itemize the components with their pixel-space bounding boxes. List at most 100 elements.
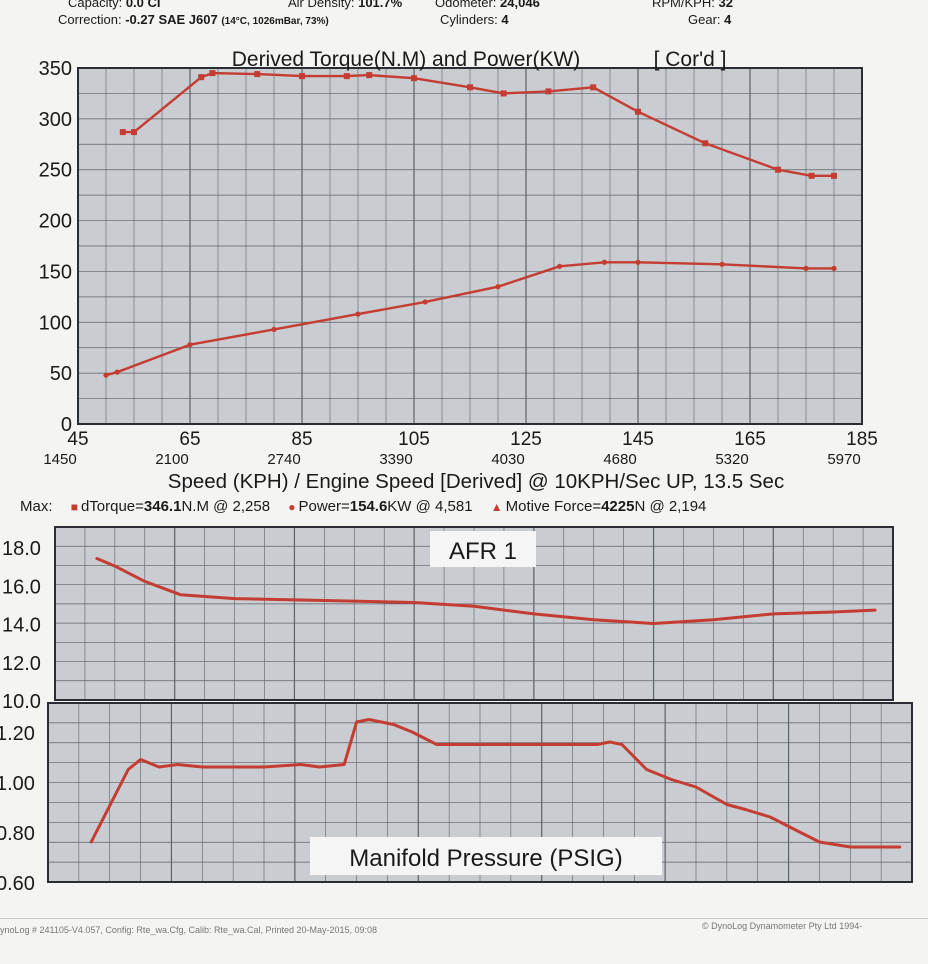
x-tick-label: 165 xyxy=(734,429,766,450)
x-tick-rpm-label: 4680 xyxy=(603,451,636,468)
air-density-label: Air Density: xyxy=(288,0,355,10)
rpm-kph-field: RPM/KPH: 32 xyxy=(652,0,733,10)
x-tick-rpm-label: 2740 xyxy=(267,451,300,468)
afr-series-line xyxy=(95,557,877,625)
power-point xyxy=(495,284,501,290)
rpm-kph-value: 32 xyxy=(718,0,733,10)
x-tick-label: 45 xyxy=(67,429,88,450)
torque-point xyxy=(131,129,137,136)
x-tick-rpm-label: 5970 xyxy=(827,451,860,468)
footer-divider xyxy=(0,918,928,919)
capacity-value: 0.0 CI xyxy=(125,0,161,10)
correction-value: -0.27 SAE J607 xyxy=(125,12,218,27)
gear-label: Gear: xyxy=(688,12,721,27)
rpm-kph-label: RPM/KPH: xyxy=(652,0,715,10)
x-tick-label: 105 xyxy=(398,429,430,450)
power-point xyxy=(422,299,428,305)
x-tick-label: 125 xyxy=(510,429,542,450)
max-torque-value: 346.1 xyxy=(143,498,182,515)
power-point xyxy=(187,342,193,348)
torque-point xyxy=(545,88,552,95)
torque-point xyxy=(590,84,597,91)
x-tick-label: 85 xyxy=(291,429,312,450)
power-point xyxy=(831,265,837,271)
afr-chart-frame xyxy=(54,526,894,701)
x-axis-label: Speed (KPH) / Engine Speed [Derived] @ 1… xyxy=(168,470,784,493)
x-tick-label: 185 xyxy=(846,429,878,450)
torque-point xyxy=(254,71,261,78)
y-tick-label: 350 xyxy=(39,58,72,80)
torque-point xyxy=(343,73,350,80)
x-tick-rpm-label: 2100 xyxy=(155,451,188,468)
x-tick-rpm-label: 1450 xyxy=(43,451,76,468)
torque-point xyxy=(500,90,507,97)
air-density-field: Air Density: 101.7% xyxy=(288,0,402,10)
afr-y-tick-label: 12.0 xyxy=(2,653,41,675)
y-tick-label: 250 xyxy=(39,160,72,182)
force-marker-icon: ▲ xyxy=(490,500,503,514)
torque-point xyxy=(119,129,126,136)
max-force-suffix: N @ 2,194 xyxy=(634,498,707,515)
x-tick-rpm-label: 3390 xyxy=(379,451,412,468)
afr-y-tick-label: 16.0 xyxy=(2,576,41,598)
chart-title-suffix: [ Cor'd ] xyxy=(654,48,727,71)
correction-label: Correction: xyxy=(58,12,122,27)
x-tick-rpm-label: 4030 xyxy=(491,451,524,468)
max-summary: Max: ■ dTorque=346.1N.M @ 2,258 ● Power=15… xyxy=(20,498,706,515)
map-title: Manifold Pressure (PSIG) xyxy=(349,845,622,872)
footer-right: © DynoLog Dynamometer Pty Ltd 1994- xyxy=(702,921,863,931)
torque-point xyxy=(831,172,837,179)
max-force-value: 4225 xyxy=(601,498,635,515)
odometer-label: Odometer: xyxy=(435,0,497,10)
x-tick-label: 145 xyxy=(622,429,654,450)
power-point xyxy=(719,261,725,267)
y-tick-label: 100 xyxy=(39,312,72,334)
torque-chart-frame xyxy=(77,67,863,425)
footer-left: ynoLog # 241105-V4.057, Config: Rte_wa.C… xyxy=(0,925,378,935)
power-point xyxy=(271,326,277,333)
torque-point xyxy=(209,70,216,77)
map-y-tick-label: 0.80 xyxy=(0,823,35,845)
power-point xyxy=(103,372,109,378)
power-point xyxy=(355,311,361,317)
power-point xyxy=(114,369,120,375)
map-y-tick-label: 1.00 xyxy=(0,773,35,795)
cylinders-value: 4 xyxy=(501,12,509,27)
correction-conditions: (14°C, 1026mBar, 73%) xyxy=(221,16,329,27)
torque-point xyxy=(198,74,205,81)
afr-title: AFR 1 xyxy=(449,538,517,565)
torque-marker-icon: ■ xyxy=(70,500,78,514)
power-point xyxy=(601,259,608,265)
torque-point xyxy=(635,108,641,115)
capacity-label: Capacity: xyxy=(68,0,123,10)
map-title-box xyxy=(310,837,662,875)
air-density-value: 101.7% xyxy=(358,0,403,10)
map-y-tick-label: 0.60 xyxy=(0,873,35,895)
map-series-line xyxy=(89,718,902,849)
chart-title: Derived Torque(N.M) and Power(KW) xyxy=(232,48,581,71)
max-power-suffix: KW @ 4,581 xyxy=(387,498,473,515)
torque-point xyxy=(808,172,815,179)
cylinders-field: Cylinders: 4 xyxy=(440,12,509,27)
y-tick-label: 0 xyxy=(61,414,72,436)
power-marker-icon: ● xyxy=(288,500,296,514)
afr-y-tick-label: 18.0 xyxy=(2,538,41,560)
afr-y-tick-label: 10.0 xyxy=(2,691,41,713)
torque-point xyxy=(411,75,417,82)
y-tick-label: 300 xyxy=(39,109,72,131)
cylinders-label: Cylinders: xyxy=(440,12,498,27)
max-power-value: 154.6 xyxy=(349,498,388,515)
gear-value: 4 xyxy=(724,12,732,27)
gear-field: Gear: 4 xyxy=(688,12,731,27)
max-torque-prefix: dTorque= xyxy=(80,498,144,515)
x-tick-label: 65 xyxy=(179,429,200,450)
x-tick-rpm-label: 5320 xyxy=(715,451,748,468)
max-power-prefix: Power= xyxy=(298,498,350,515)
max-force-prefix: Motive Force= xyxy=(505,498,602,515)
correction-field: Correction: -0.27 SAE J607 (14°C, 1026mB… xyxy=(58,12,329,27)
odometer-value: 24,046 xyxy=(500,0,540,10)
map-chart-frame xyxy=(47,702,913,883)
torque-point xyxy=(467,84,473,91)
y-tick-label: 50 xyxy=(50,363,72,385)
power-point xyxy=(635,259,641,265)
